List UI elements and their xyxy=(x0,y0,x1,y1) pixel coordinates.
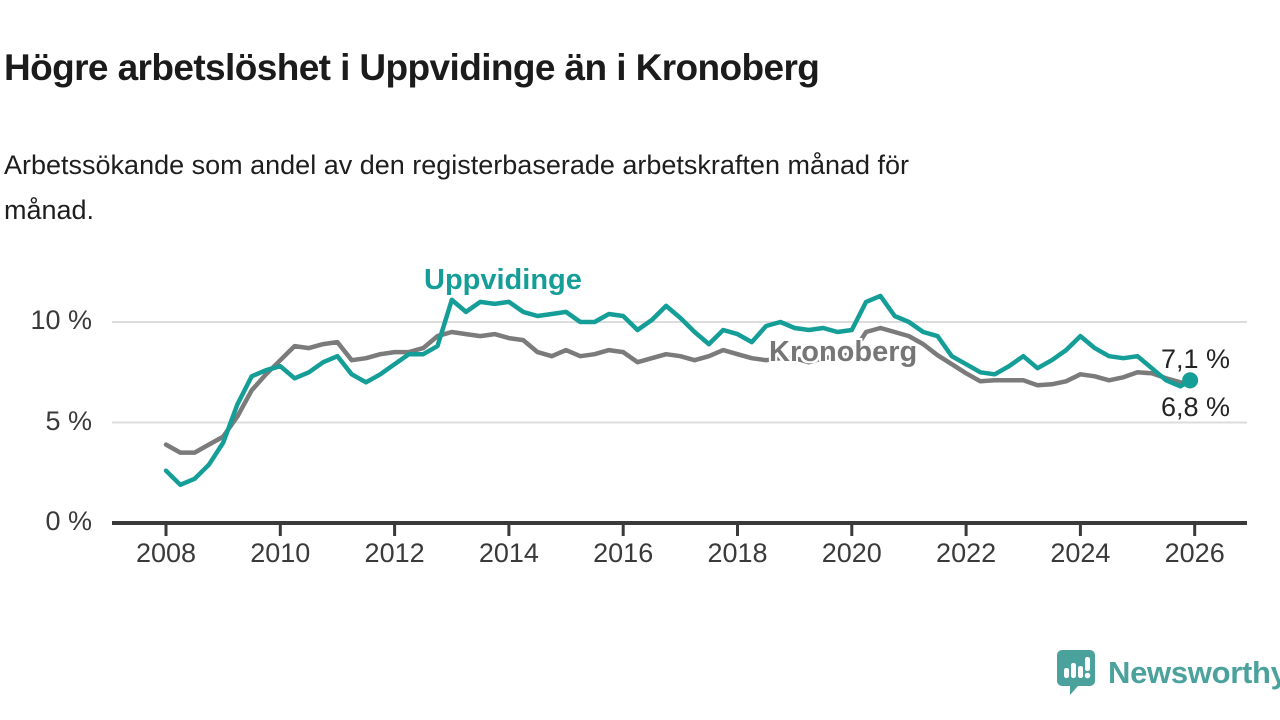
uppvidinge-series-label: Uppvidinge xyxy=(424,264,582,296)
x-tick-label: 2022 xyxy=(936,538,997,568)
uppvidinge-line xyxy=(163,293,1193,488)
y-tick-label: 0 % xyxy=(45,505,92,536)
gridlines xyxy=(112,321,1247,424)
x-tick-label: 2012 xyxy=(364,538,425,568)
chart-subtitle: Arbetssökande som andel av den registerb… xyxy=(4,143,909,233)
kronoberg-line xyxy=(163,325,1193,455)
newsworthy-logo-text: Newsworthy xyxy=(1108,655,1280,690)
x-axis-tick-marks xyxy=(164,525,1197,536)
subtitle-line-2: månad. xyxy=(4,195,95,225)
x-tick-label: 2014 xyxy=(478,538,539,568)
uppvidinge-end-dot xyxy=(1182,372,1199,389)
y-tick-label: 10 % xyxy=(30,304,92,335)
x-tick-label: 2016 xyxy=(593,538,654,568)
y-tick-label: 5 % xyxy=(45,405,92,436)
x-tick-label: 2020 xyxy=(821,538,882,568)
x-tick-label: 2010 xyxy=(250,538,311,568)
newsworthy-logo-icon xyxy=(1057,650,1095,695)
x-tick-label: 2008 xyxy=(135,538,197,568)
page-title: Högre arbetslöshet i Uppvidinge än i Kro… xyxy=(4,46,820,88)
subtitle-line-1: Arbetssökande som andel av den registerb… xyxy=(4,150,910,180)
x-tick-label: 2024 xyxy=(1050,538,1111,568)
newsworthy-logo: Newsworthy xyxy=(1056,649,1280,697)
kronoberg-series-label: Kronoberg xyxy=(769,336,918,368)
kronoberg-end-value: 6,8 % xyxy=(1161,392,1231,422)
x-tick-label: 2018 xyxy=(707,538,768,568)
uppvidinge-end-value: 7,1 % xyxy=(1161,344,1231,374)
x-tick-label: 2026 xyxy=(1164,538,1225,568)
